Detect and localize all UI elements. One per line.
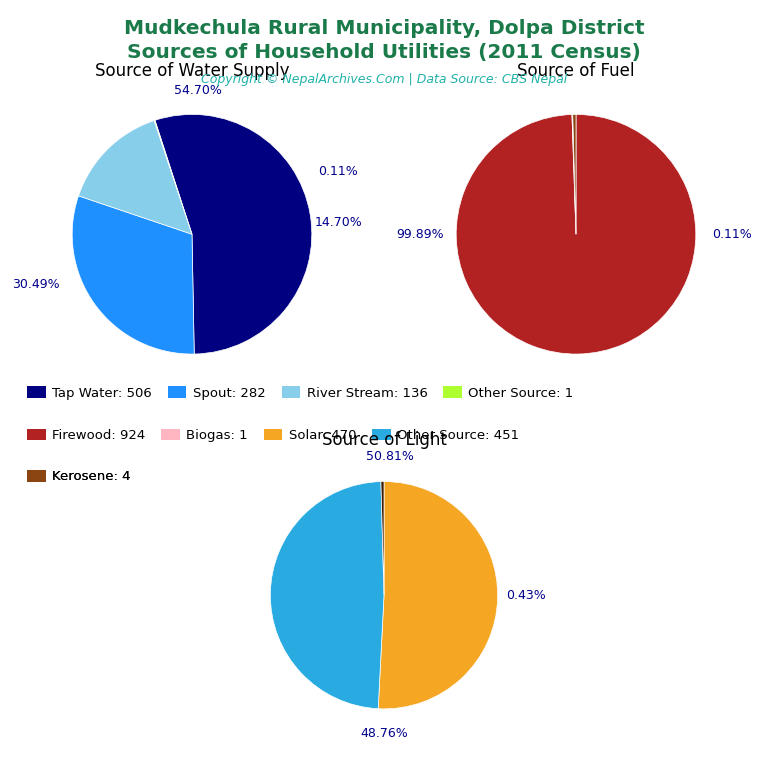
Text: 48.76%: 48.76% — [360, 727, 408, 740]
Wedge shape — [456, 114, 696, 354]
Text: 0.43%: 0.43% — [506, 589, 546, 601]
Wedge shape — [572, 114, 576, 234]
Legend: Kerosene: 4: Kerosene: 4 — [22, 465, 136, 488]
Wedge shape — [270, 482, 384, 709]
Title: Source of Water Supply: Source of Water Supply — [94, 62, 290, 80]
Wedge shape — [78, 121, 192, 234]
Wedge shape — [72, 196, 194, 354]
Title: Source of Light: Source of Light — [322, 431, 446, 449]
Wedge shape — [573, 114, 576, 234]
Text: 0.11%: 0.11% — [712, 228, 752, 240]
Title: Source of Fuel: Source of Fuel — [518, 62, 634, 80]
Text: 30.49%: 30.49% — [12, 278, 60, 291]
Text: Mudkechula Rural Municipality, Dolpa District
Sources of Household Utilities (20: Mudkechula Rural Municipality, Dolpa Dis… — [124, 19, 644, 61]
Text: 99.89%: 99.89% — [396, 228, 444, 240]
Wedge shape — [378, 482, 498, 709]
Wedge shape — [154, 121, 192, 234]
Wedge shape — [155, 114, 312, 354]
Text: 50.81%: 50.81% — [366, 450, 414, 463]
Text: 54.70%: 54.70% — [174, 84, 222, 97]
Text: 14.70%: 14.70% — [314, 216, 362, 229]
Text: 0.11%: 0.11% — [318, 165, 358, 178]
Wedge shape — [381, 482, 384, 595]
Text: Copyright © NepalArchives.Com | Data Source: CBS Nepal: Copyright © NepalArchives.Com | Data Sou… — [201, 73, 567, 86]
